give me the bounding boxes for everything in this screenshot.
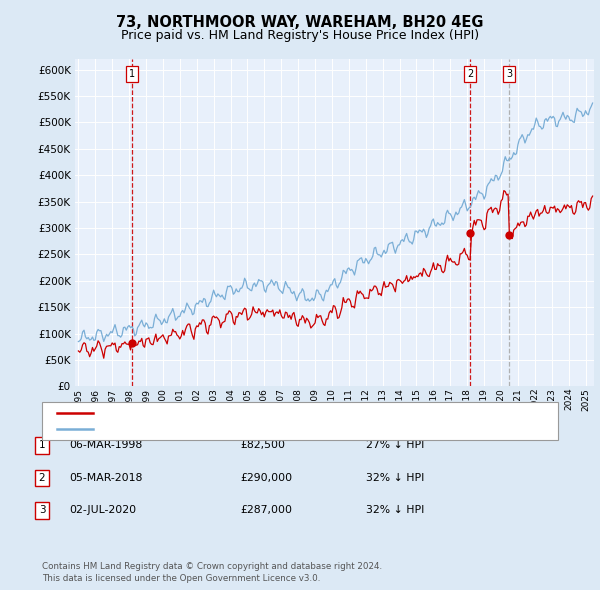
Text: Price paid vs. HM Land Registry's House Price Index (HPI): Price paid vs. HM Land Registry's House …: [121, 29, 479, 42]
Text: Contains HM Land Registry data © Crown copyright and database right 2024.
This d: Contains HM Land Registry data © Crown c…: [42, 562, 382, 583]
Text: 32% ↓ HPI: 32% ↓ HPI: [366, 506, 424, 515]
Text: 02-JUL-2020: 02-JUL-2020: [69, 506, 136, 515]
Text: 73, NORTHMOOR WAY, WAREHAM, BH20 4EG: 73, NORTHMOOR WAY, WAREHAM, BH20 4EG: [116, 15, 484, 30]
Text: 32% ↓ HPI: 32% ↓ HPI: [366, 473, 424, 483]
Text: HPI: Average price, detached house, Dorset: HPI: Average price, detached house, Dors…: [99, 424, 317, 434]
Text: 06-MAR-1998: 06-MAR-1998: [69, 441, 142, 450]
Text: 3: 3: [38, 506, 46, 515]
Text: 73, NORTHMOOR WAY, WAREHAM, BH20 4EG (detached house): 73, NORTHMOOR WAY, WAREHAM, BH20 4EG (de…: [99, 408, 415, 418]
Text: £290,000: £290,000: [240, 473, 292, 483]
Text: 2: 2: [38, 473, 46, 483]
Text: £287,000: £287,000: [240, 506, 292, 515]
Text: £82,500: £82,500: [240, 441, 285, 450]
Text: 27% ↓ HPI: 27% ↓ HPI: [366, 441, 424, 450]
Text: 2: 2: [467, 69, 473, 79]
Text: 1: 1: [38, 441, 46, 450]
Text: 1: 1: [129, 69, 135, 79]
Text: 05-MAR-2018: 05-MAR-2018: [69, 473, 142, 483]
Text: 3: 3: [506, 69, 512, 79]
